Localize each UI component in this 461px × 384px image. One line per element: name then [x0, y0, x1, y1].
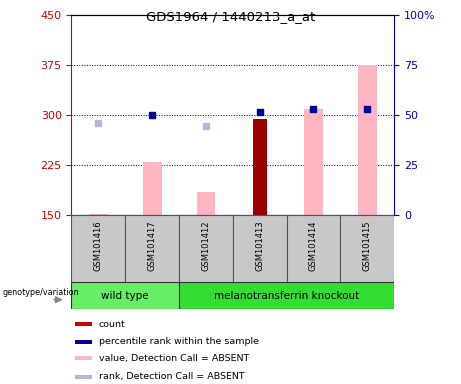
Bar [125, 215, 179, 282]
Bar [89, 214, 108, 215]
Bar [253, 119, 267, 215]
Text: rank, Detection Call = ABSENT: rank, Detection Call = ABSENT [99, 372, 244, 381]
Bar [179, 282, 394, 309]
Text: GSM101413: GSM101413 [255, 220, 264, 271]
Bar [143, 162, 161, 215]
Text: GSM101416: GSM101416 [94, 220, 103, 271]
Text: percentile rank within the sample: percentile rank within the sample [99, 337, 259, 346]
Bar [233, 215, 287, 282]
Bar [75, 356, 92, 361]
Bar [75, 340, 92, 344]
Bar [287, 215, 340, 282]
Bar [71, 215, 125, 282]
Text: GSM101415: GSM101415 [363, 220, 372, 271]
Text: GSM101414: GSM101414 [309, 220, 318, 271]
Text: melanotransferrin knockout: melanotransferrin knockout [214, 291, 359, 301]
Bar [340, 215, 394, 282]
Text: count: count [99, 319, 126, 329]
Bar [75, 375, 92, 379]
Text: genotype/variation: genotype/variation [2, 288, 79, 298]
Bar [179, 215, 233, 282]
Bar [71, 282, 179, 309]
Bar [304, 109, 323, 215]
Text: GSM101417: GSM101417 [148, 220, 157, 271]
Text: wild type: wild type [101, 291, 149, 301]
Bar [358, 65, 377, 215]
Bar [75, 322, 92, 326]
Text: GDS1964 / 1440213_a_at: GDS1964 / 1440213_a_at [146, 10, 315, 23]
Text: GSM101412: GSM101412 [201, 220, 210, 271]
Bar [196, 192, 215, 215]
Text: value, Detection Call = ABSENT: value, Detection Call = ABSENT [99, 354, 249, 363]
